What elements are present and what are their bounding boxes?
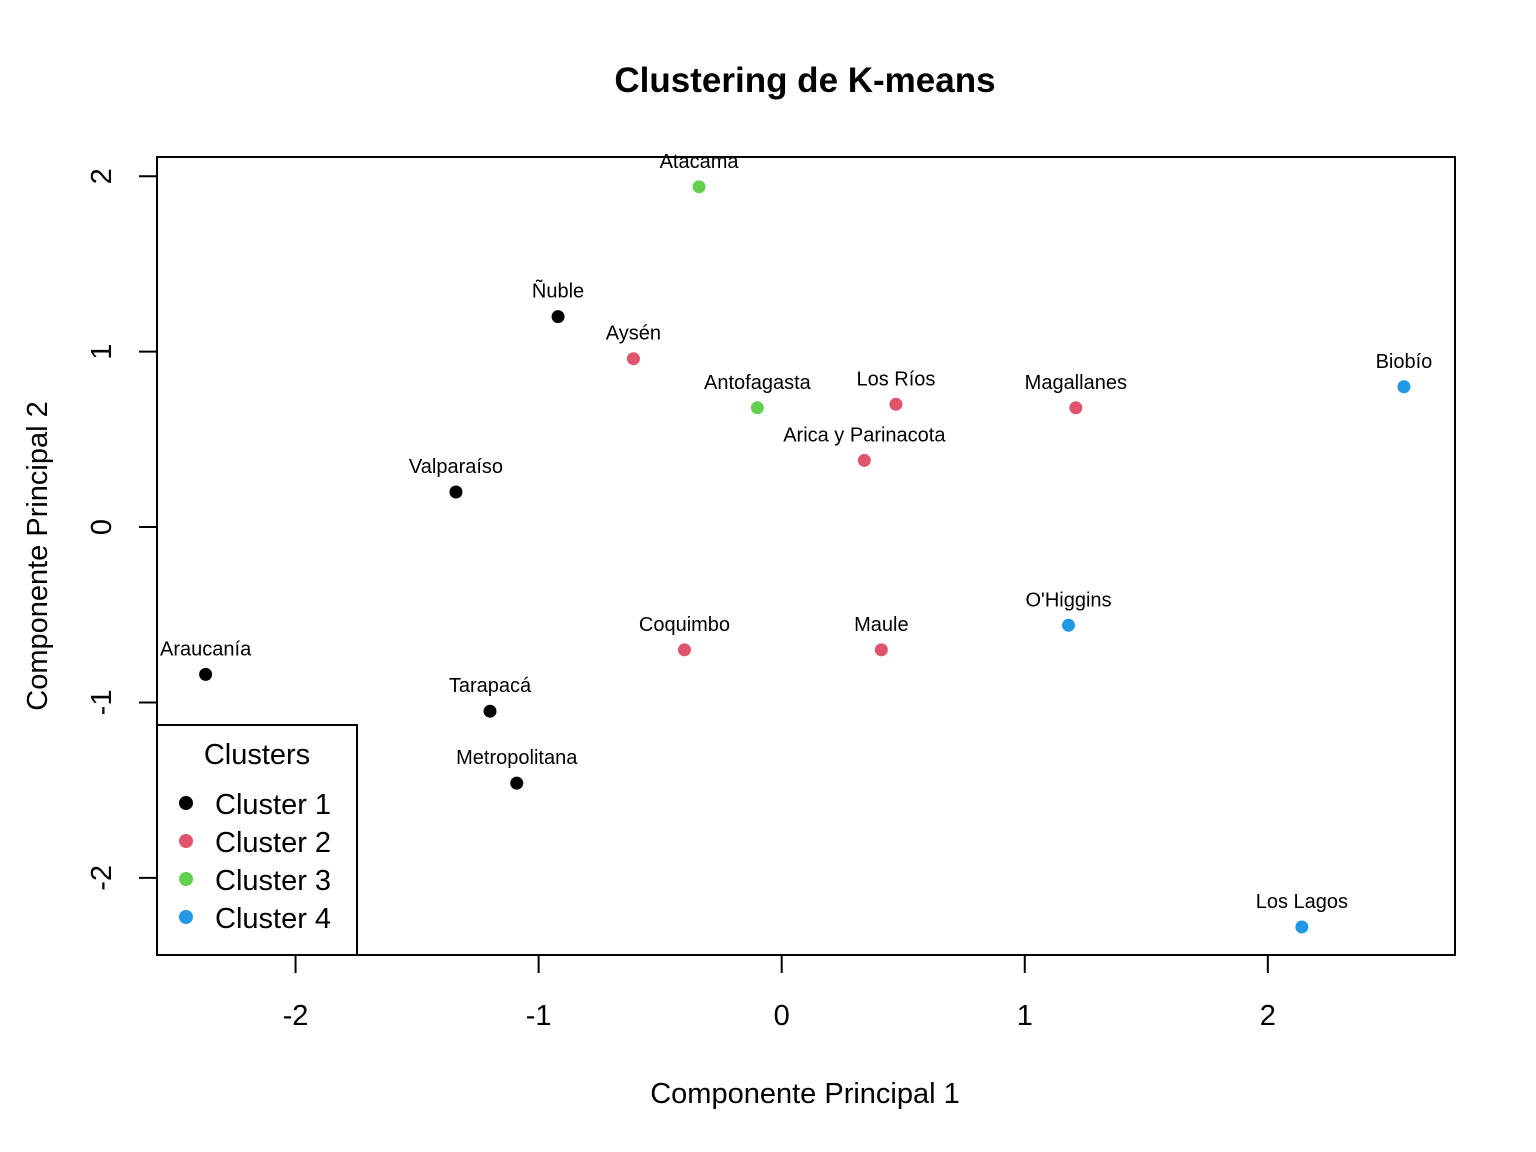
point-label: Coquimbo	[639, 614, 730, 636]
data-point	[677, 643, 691, 657]
x-tick-label: 0	[774, 1000, 790, 1032]
data-point	[857, 453, 871, 467]
x-tick-label: 1	[1017, 1000, 1033, 1032]
data-points: Ñuble Valparaíso Araucanía Tarapacá Metropol…	[160, 151, 1432, 934]
point-label: Los Ríos	[856, 368, 935, 390]
chart-title: Clustering de K-means	[614, 61, 995, 100]
data-point	[692, 180, 706, 194]
point-label: Tarapacá	[449, 675, 532, 697]
point-label: Valparaíso	[409, 456, 503, 478]
y-tick-label: 2	[86, 168, 118, 184]
x-axis: -2 -1 0 1 2	[283, 954, 1276, 1032]
data-point	[510, 776, 524, 790]
point-label: Arica y Parinacota	[783, 424, 946, 446]
point-label: Aysén	[606, 323, 661, 345]
data-point	[626, 352, 640, 366]
data-point	[889, 397, 903, 411]
y-axis: -2 -1 0 1 2	[86, 168, 158, 891]
legend-entry-label: Cluster 3	[215, 865, 331, 897]
y-axis-label: Componente Principal 2	[22, 401, 54, 711]
data-point	[750, 401, 764, 415]
data-point	[1062, 618, 1076, 632]
point-label: Antofagasta	[704, 372, 812, 394]
point-label: Los Lagos	[1256, 891, 1348, 913]
x-tick-label: -1	[526, 1000, 552, 1032]
legend-marker	[179, 796, 193, 810]
x-axis-label: Componente Principal 1	[650, 1078, 960, 1110]
data-point	[1397, 380, 1411, 394]
data-point	[199, 667, 213, 681]
x-tick-label: 2	[1260, 1000, 1276, 1032]
data-point	[874, 643, 888, 657]
legend-marker	[179, 834, 193, 848]
data-point	[1295, 920, 1309, 934]
point-label: Araucanía	[160, 638, 252, 660]
legend-entry-label: Cluster 2	[215, 827, 331, 859]
legend-marker	[179, 910, 193, 924]
legend-entry-label: Cluster 1	[215, 789, 331, 821]
data-point	[483, 704, 497, 718]
point-label: Atacama	[660, 151, 740, 173]
point-label: Ñuble	[532, 279, 584, 303]
y-tick-label: 1	[86, 344, 118, 360]
point-label: O'Higgins	[1025, 589, 1111, 611]
y-tick-label: -2	[86, 865, 118, 891]
legend-marker	[179, 872, 193, 886]
y-tick-label: -1	[86, 690, 118, 716]
point-label: Biobío	[1376, 351, 1433, 373]
data-point	[1069, 401, 1083, 415]
legend: Clusters Cluster 1 Cluster 2 Cluster 3 Clus…	[156, 724, 358, 956]
point-label: Magallanes	[1025, 372, 1127, 394]
legend-entry-label: Cluster 4	[215, 903, 331, 935]
point-label: Metropolitana	[456, 747, 578, 769]
data-point	[449, 485, 463, 499]
x-tick-label: -2	[283, 1000, 309, 1032]
legend-title: Clusters	[204, 739, 310, 771]
data-point	[551, 310, 565, 324]
point-label: Maule	[854, 614, 908, 636]
y-tick-label: 0	[86, 519, 118, 535]
